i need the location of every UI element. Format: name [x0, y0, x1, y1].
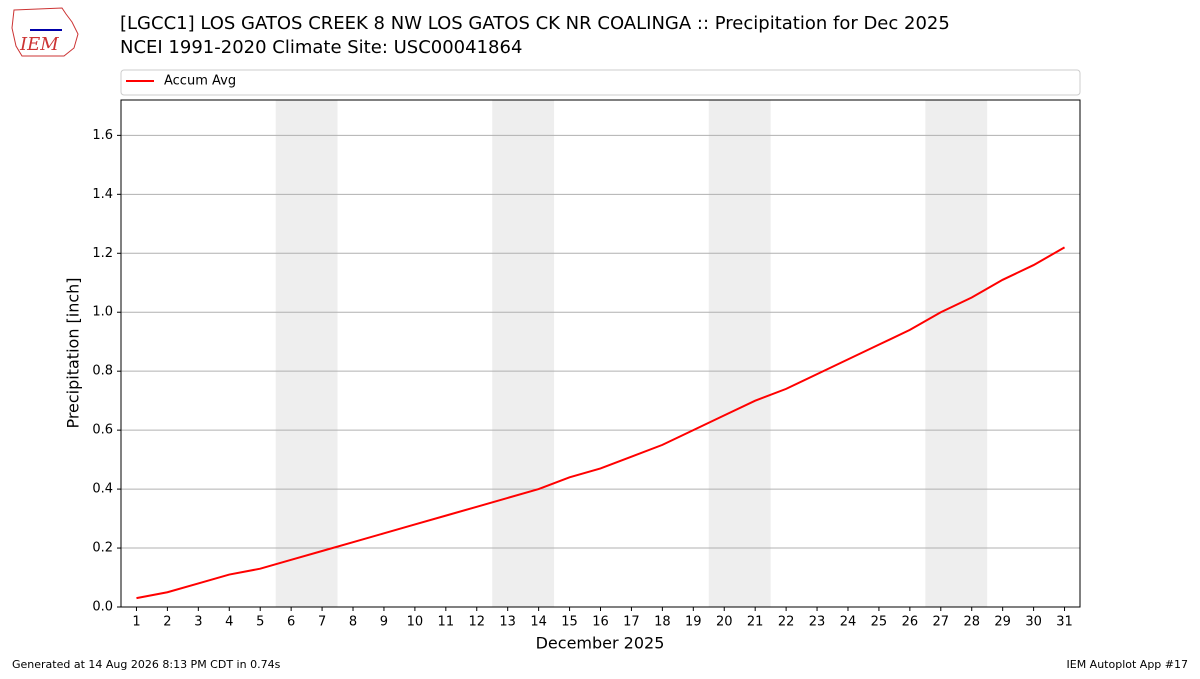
y-tick-label: 0.4 [92, 482, 113, 497]
x-tick-label: 8 [349, 615, 357, 630]
x-tick-label: 10 [407, 615, 424, 630]
x-tick-label: 2 [163, 615, 171, 630]
y-tick-label: 0.8 [92, 364, 113, 379]
x-tick-label: 26 [902, 615, 919, 630]
x-tick-label: 19 [685, 615, 702, 630]
y-tick-label: 1.0 [92, 305, 113, 320]
x-tick-label: 21 [747, 615, 764, 630]
weekend-shade [492, 100, 555, 607]
x-tick-label: 14 [530, 615, 547, 630]
legend-box [120, 69, 1081, 96]
y-tick-label: 1.4 [92, 187, 113, 202]
y-tick-label: 0.0 [92, 600, 113, 615]
x-tick-label: 1 [132, 615, 140, 630]
y-axis-label: Precipitation [inch] [64, 277, 83, 428]
chart-subtitle: NCEI 1991-2020 Climate Site: USC00041864 [120, 37, 522, 58]
legend-label: Accum Avg [164, 74, 236, 89]
footer-left: Generated at 14 Aug 2026 8:13 PM CDT in … [12, 658, 281, 671]
x-tick-label: 29 [994, 615, 1011, 630]
x-tick-label: 23 [809, 615, 826, 630]
x-tick-label: 11 [438, 615, 455, 630]
x-tick-label: 30 [1025, 615, 1042, 630]
y-tick-label: 1.2 [92, 246, 113, 261]
x-tick-label: 22 [778, 615, 795, 630]
x-tick-label: 5 [256, 615, 264, 630]
x-tick-label: 25 [871, 615, 888, 630]
x-tick-label: 28 [963, 615, 980, 630]
logo-text: IEM [19, 34, 59, 55]
x-tick-label: 15 [561, 615, 578, 630]
y-tick-label: 0.6 [92, 423, 113, 438]
y-tick-label: 1.6 [92, 128, 113, 143]
x-axis-label: December 2025 [536, 634, 665, 653]
x-tick-label: 16 [592, 615, 609, 630]
x-tick-label: 7 [318, 615, 326, 630]
x-tick-label: 17 [623, 615, 640, 630]
weekend-shade [708, 100, 771, 607]
x-tick-label: 24 [840, 615, 857, 630]
x-tick-label: 13 [499, 615, 516, 630]
logo-outline [11, 7, 79, 57]
x-tick-label: 31 [1056, 615, 1073, 630]
x-tick-label: 20 [716, 615, 733, 630]
x-tick-label: 18 [654, 615, 671, 630]
x-tick-label: 6 [287, 615, 295, 630]
plot-frame [120, 99, 1081, 608]
y-tick-label: 0.2 [92, 541, 113, 556]
x-tick-label: 3 [194, 615, 202, 630]
x-tick-label: 9 [380, 615, 388, 630]
logo: IEM [11, 7, 79, 57]
weekend-shade [275, 100, 338, 607]
x-tick-label: 4 [225, 615, 233, 630]
x-tick-label: 27 [933, 615, 950, 630]
weekend-shade [925, 100, 988, 607]
x-tick-label: 12 [468, 615, 485, 630]
line-series [136, 246, 1066, 600]
chart-title: [LGCC1] LOS GATOS CREEK 8 NW LOS GATOS C… [120, 13, 950, 34]
footer-right: IEM Autoplot App #17 [1067, 658, 1189, 671]
